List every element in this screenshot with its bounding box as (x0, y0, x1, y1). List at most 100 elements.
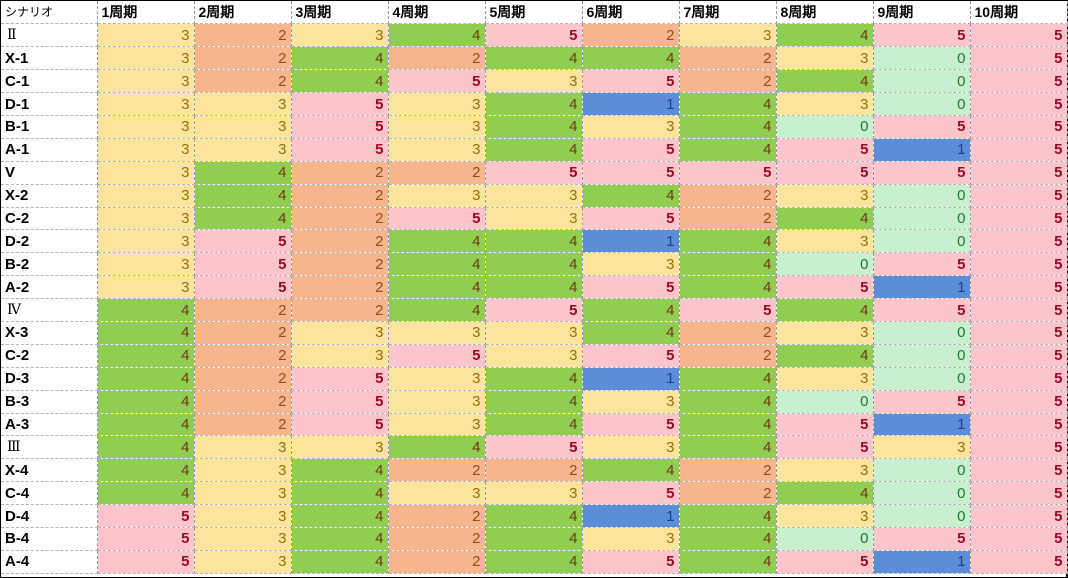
value-cell[interactable]: 2 (194, 367, 292, 391)
value-cell[interactable]: 4 (194, 184, 292, 208)
scenario-label-cell[interactable]: A-2 (1, 275, 98, 300)
value-cell[interactable]: 4 (485, 527, 583, 551)
value-cell[interactable]: 3 (485, 207, 583, 231)
value-cell[interactable]: 5 (582, 550, 680, 574)
value-cell[interactable]: 2 (194, 69, 292, 94)
value-cell[interactable]: 4 (582, 298, 680, 322)
header-cell-cycle-2[interactable]: 2周期 (194, 1, 292, 25)
value-cell[interactable]: 4 (194, 161, 292, 185)
value-cell[interactable]: 3 (194, 435, 292, 460)
value-cell[interactable]: 4 (485, 252, 583, 277)
header-cell-cycle-1[interactable]: 1周期 (97, 1, 195, 25)
value-cell[interactable]: 3 (582, 527, 680, 551)
scenario-label-cell[interactable]: C-1 (1, 69, 98, 94)
value-cell[interactable]: 5 (970, 527, 1068, 551)
value-cell[interactable]: 4 (97, 458, 195, 483)
value-cell[interactable]: 5 (679, 161, 777, 185)
scenario-label-cell[interactable]: Ⅲ (1, 435, 98, 460)
value-cell[interactable]: 5 (970, 458, 1068, 483)
value-cell[interactable]: 4 (388, 252, 486, 277)
scenario-label-cell[interactable]: X-1 (1, 46, 98, 71)
value-cell[interactable]: 2 (194, 321, 292, 345)
value-cell[interactable]: 5 (291, 138, 389, 162)
value-cell[interactable]: 2 (291, 252, 389, 277)
value-cell[interactable]: 3 (97, 138, 195, 162)
value-cell[interactable]: 4 (388, 298, 486, 322)
scenario-label-cell[interactable]: D-2 (1, 229, 98, 254)
value-cell[interactable]: 2 (679, 344, 777, 368)
value-cell[interactable]: 4 (194, 207, 292, 231)
value-cell[interactable]: 3 (776, 46, 874, 71)
value-cell[interactable]: 5 (679, 298, 777, 322)
value-cell[interactable]: 5 (776, 435, 874, 460)
value-cell[interactable]: 3 (97, 161, 195, 185)
value-cell[interactable]: 5 (582, 275, 680, 300)
scenario-label-cell[interactable]: C-2 (1, 344, 98, 368)
value-cell[interactable]: 3 (873, 435, 971, 460)
value-cell[interactable]: 4 (291, 527, 389, 551)
value-cell[interactable]: 3 (291, 23, 389, 48)
value-cell[interactable]: 3 (776, 367, 874, 391)
value-cell[interactable]: 5 (776, 161, 874, 185)
scenario-label-cell[interactable]: V (1, 161, 98, 185)
value-cell[interactable]: 4 (776, 207, 874, 231)
value-cell[interactable]: 3 (388, 184, 486, 208)
value-cell[interactable]: 3 (485, 321, 583, 345)
value-cell[interactable]: 4 (485, 138, 583, 162)
value-cell[interactable]: 4 (485, 390, 583, 414)
value-cell[interactable]: 2 (194, 413, 292, 437)
value-cell[interactable]: 0 (873, 344, 971, 368)
value-cell[interactable]: 5 (970, 413, 1068, 437)
value-cell[interactable]: 3 (776, 229, 874, 254)
value-cell[interactable]: 5 (873, 252, 971, 277)
value-cell[interactable]: 4 (679, 367, 777, 391)
value-cell[interactable]: 5 (388, 344, 486, 368)
value-cell[interactable]: 5 (970, 344, 1068, 368)
value-cell[interactable]: 2 (388, 458, 486, 483)
value-cell[interactable]: 3 (388, 413, 486, 437)
value-cell[interactable]: 5 (291, 92, 389, 116)
scenario-label-cell[interactable]: B-4 (1, 527, 98, 551)
value-cell[interactable]: 5 (970, 115, 1068, 139)
value-cell[interactable]: 4 (679, 92, 777, 116)
scenario-label-cell[interactable]: D-4 (1, 504, 98, 528)
value-cell[interactable]: 3 (679, 23, 777, 48)
value-cell[interactable]: 0 (873, 481, 971, 506)
value-cell[interactable]: 4 (291, 458, 389, 483)
value-cell[interactable]: 2 (194, 344, 292, 368)
value-cell[interactable]: 3 (194, 138, 292, 162)
value-cell[interactable]: 4 (485, 550, 583, 574)
value-cell[interactable]: 0 (776, 390, 874, 414)
value-cell[interactable]: 0 (873, 92, 971, 116)
scenario-label-cell[interactable]: X-3 (1, 321, 98, 345)
value-cell[interactable]: 5 (873, 23, 971, 48)
value-cell[interactable]: 4 (776, 481, 874, 506)
value-cell[interactable]: 3 (388, 390, 486, 414)
value-cell[interactable]: 3 (97, 252, 195, 277)
value-cell[interactable]: 2 (679, 207, 777, 231)
value-cell[interactable]: 4 (485, 504, 583, 528)
value-cell[interactable]: 5 (582, 481, 680, 506)
value-cell[interactable]: 5 (970, 161, 1068, 185)
value-cell[interactable]: 5 (873, 298, 971, 322)
value-cell[interactable]: 3 (194, 115, 292, 139)
value-cell[interactable]: 5 (582, 413, 680, 437)
value-cell[interactable]: 4 (291, 481, 389, 506)
header-cell-cycle-9[interactable]: 9周期 (873, 1, 971, 25)
header-cell-cycle-7[interactable]: 7周期 (679, 1, 777, 25)
value-cell[interactable]: 0 (873, 321, 971, 345)
value-cell[interactable]: 0 (776, 115, 874, 139)
value-cell[interactable]: 3 (485, 481, 583, 506)
value-cell[interactable]: 5 (582, 161, 680, 185)
value-cell[interactable]: 5 (873, 115, 971, 139)
value-cell[interactable]: 2 (291, 184, 389, 208)
value-cell[interactable]: 5 (970, 321, 1068, 345)
value-cell[interactable]: 5 (970, 550, 1068, 574)
value-cell[interactable]: 4 (97, 390, 195, 414)
value-cell[interactable]: 1 (582, 92, 680, 116)
value-cell[interactable]: 2 (679, 481, 777, 506)
scenario-label-cell[interactable]: Ⅱ (1, 23, 98, 48)
value-cell[interactable]: 4 (485, 229, 583, 254)
value-cell[interactable]: 2 (679, 321, 777, 345)
value-cell[interactable]: 5 (970, 504, 1068, 528)
